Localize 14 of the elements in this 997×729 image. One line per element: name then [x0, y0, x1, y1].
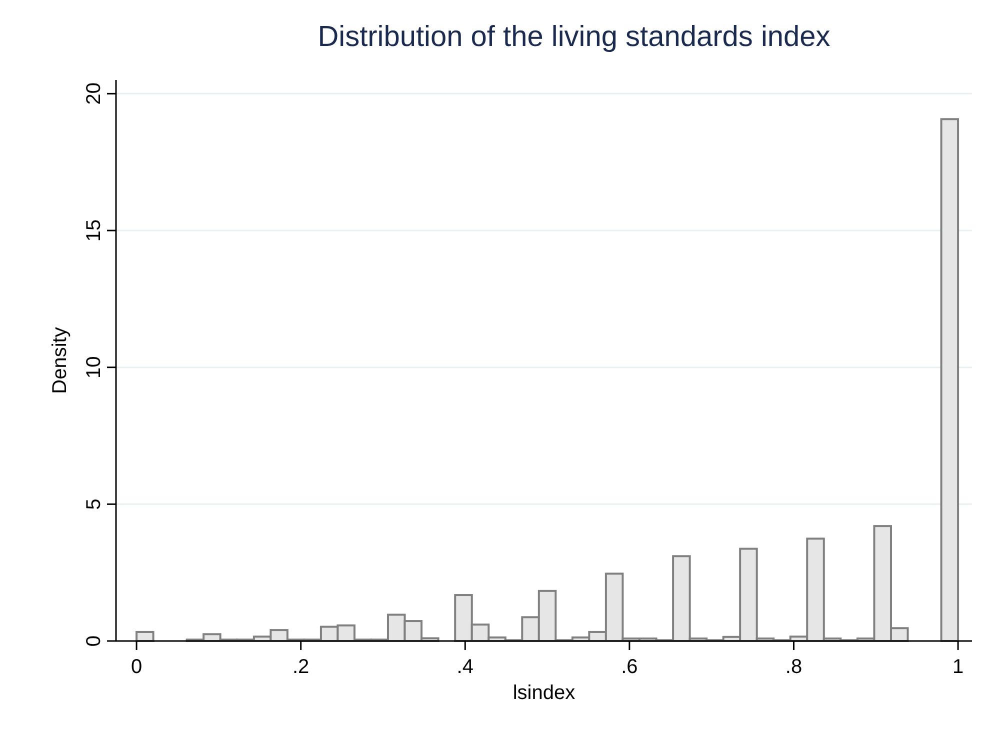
x-tick-label: 1 [952, 656, 964, 678]
y-tick-label: 10 [83, 356, 105, 378]
x-tick-label: .8 [785, 656, 802, 678]
x-tick-label: .2 [292, 656, 310, 678]
x-tick-label: 0 [130, 656, 142, 678]
x-tick-label: .6 [621, 656, 638, 678]
x-axis-title: lsindex [512, 682, 576, 704]
x-tick-label: .4 [456, 656, 474, 678]
chart-title: Distribution of the living standards index [318, 21, 831, 53]
y-tick-label: 15 [83, 219, 105, 242]
y-tick-label: 20 [83, 82, 105, 105]
y-tick-label: 0 [83, 635, 105, 647]
y-axis-title: Density [49, 327, 71, 394]
y-tick-label: 5 [83, 498, 105, 510]
